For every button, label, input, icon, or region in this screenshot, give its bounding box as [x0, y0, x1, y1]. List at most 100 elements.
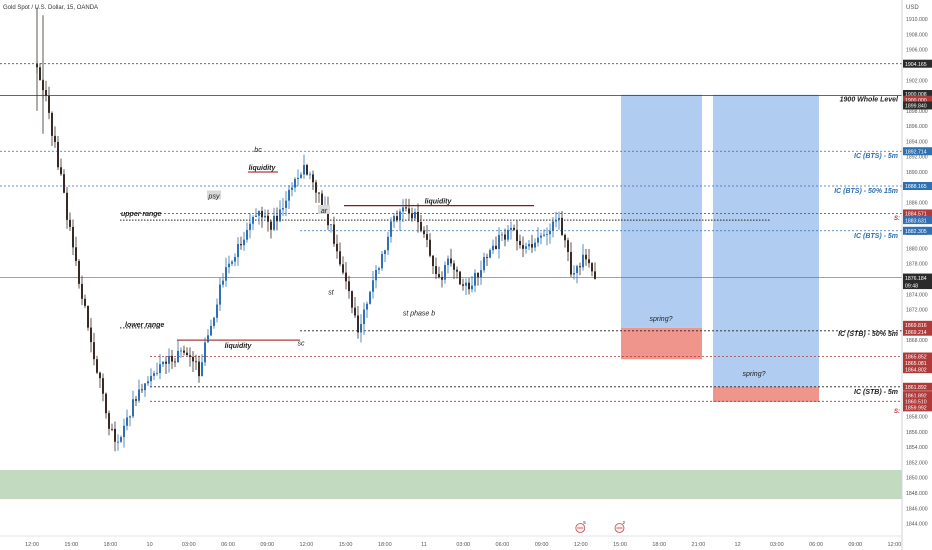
candle-body	[489, 250, 491, 258]
price-tag: 1869.816	[905, 323, 927, 329]
candle-body	[468, 282, 470, 290]
candle-body	[531, 244, 533, 248]
candle-body	[210, 325, 212, 336]
candle-body	[57, 141, 59, 168]
price-tag-background	[903, 327, 932, 336]
projection-box-red-1	[621, 327, 702, 360]
candle-body	[165, 361, 167, 364]
time-tick-label: 18:00	[104, 542, 118, 548]
price-tag: 1864.802	[905, 367, 927, 373]
candle-body	[216, 304, 218, 318]
price-tick-label: 1852.000	[906, 460, 928, 466]
candle-body	[414, 211, 416, 219]
label-ic-bts-5m-lower: IC (BTS) - 5m	[854, 233, 898, 240]
price-tag: 1861.892	[905, 385, 927, 391]
price-tag: 1900.008	[905, 92, 927, 98]
candle-body	[354, 307, 356, 316]
candle-body	[480, 270, 482, 278]
label-ic-bts-5m-upper: IC (BTS) - 5m	[854, 153, 898, 160]
candle-body	[153, 373, 155, 376]
price-tag: 1888.165	[905, 184, 927, 190]
candle-body	[123, 425, 125, 438]
candle-body	[303, 165, 305, 175]
candle-body	[402, 207, 404, 212]
label-ic-bts-50-15m: IC (BTS) - 50% 15m	[834, 188, 898, 195]
event-count: 2	[623, 520, 626, 525]
candle-body	[135, 399, 137, 401]
candle-body	[105, 393, 107, 414]
candle-body	[408, 208, 410, 214]
candle-body	[231, 261, 233, 264]
candle-body	[300, 174, 302, 178]
economic-event-flag-icon[interactable]: 2	[614, 520, 626, 533]
candle-body	[219, 284, 221, 305]
candle-body	[270, 221, 272, 230]
candle-body	[318, 192, 320, 194]
candle-body	[369, 291, 371, 304]
candle-body	[111, 428, 113, 430]
time-tick-label: 06:00	[496, 542, 510, 548]
candle-body	[546, 234, 548, 235]
candle-body	[528, 244, 530, 247]
candle-body	[477, 272, 479, 278]
candle-body	[207, 335, 209, 343]
price-tag: 1861.892	[905, 393, 927, 399]
economic-event-flag-icon[interactable]: 5	[575, 520, 587, 533]
candle-body	[171, 355, 173, 362]
label-bc: bc	[254, 147, 262, 154]
price-tag: 1859.992	[905, 406, 927, 412]
candle-body	[63, 174, 65, 193]
label-1900-whole-level: 1900 Whole Level	[840, 97, 899, 104]
label-ic-stb-5m: IC (STB) - 5m	[854, 389, 898, 396]
time-tick-label: 10	[147, 542, 153, 548]
candle-body	[195, 361, 197, 363]
candle-body	[102, 378, 104, 394]
candle-body	[306, 165, 308, 175]
candle-body	[363, 309, 365, 325]
candle-body	[108, 413, 110, 429]
price-tick-label: 1906.000	[906, 48, 928, 54]
label-liquidity-top: liquidity	[249, 165, 277, 172]
candle-body	[519, 240, 521, 246]
candle-body	[240, 244, 242, 246]
label-upper-range: upper range	[121, 211, 162, 218]
time-tick-label: 06:00	[809, 542, 823, 548]
candle-body	[336, 243, 338, 252]
candle-body	[99, 372, 101, 379]
candle-body	[144, 383, 146, 391]
candle-body	[159, 364, 161, 373]
price-tick-label: 1902.000	[906, 78, 928, 84]
candle-body	[267, 215, 269, 222]
level-lines	[0, 63, 902, 402]
time-tick-label: 15:00	[64, 542, 78, 548]
candle-body	[156, 372, 158, 374]
projection-boxes	[621, 94, 819, 403]
price-tag-background	[903, 273, 932, 282]
price-tag: 1892.714	[905, 149, 927, 155]
label-spring-1: spring?	[650, 316, 673, 323]
label-st: st	[328, 289, 335, 296]
candle-body	[228, 263, 230, 268]
projection-box-blue-1	[621, 94, 702, 328]
price-tag: 1899.840	[905, 104, 927, 110]
candle-body	[90, 327, 92, 343]
candle-body	[279, 209, 281, 222]
price-tag: 1876.184	[905, 276, 927, 282]
candle-body	[75, 247, 77, 262]
time-tick-label: 12	[735, 542, 741, 548]
candle-body	[45, 90, 47, 96]
candles	[36, 7, 596, 452]
time-tick-label: 21:00	[692, 542, 706, 548]
candle-body	[222, 280, 224, 285]
price-tag-background	[903, 391, 932, 400]
price-tag-background	[903, 147, 932, 156]
candle-body	[282, 207, 284, 210]
price-tag-background	[903, 216, 932, 225]
candle-body	[513, 227, 515, 230]
label-ic-stb-50-5m: IC (STB) - 50% 5m	[838, 331, 898, 338]
candle-body	[249, 223, 251, 231]
time-tick-label: 03:00	[182, 542, 196, 548]
price-tick-label: 1880.000	[906, 246, 928, 252]
